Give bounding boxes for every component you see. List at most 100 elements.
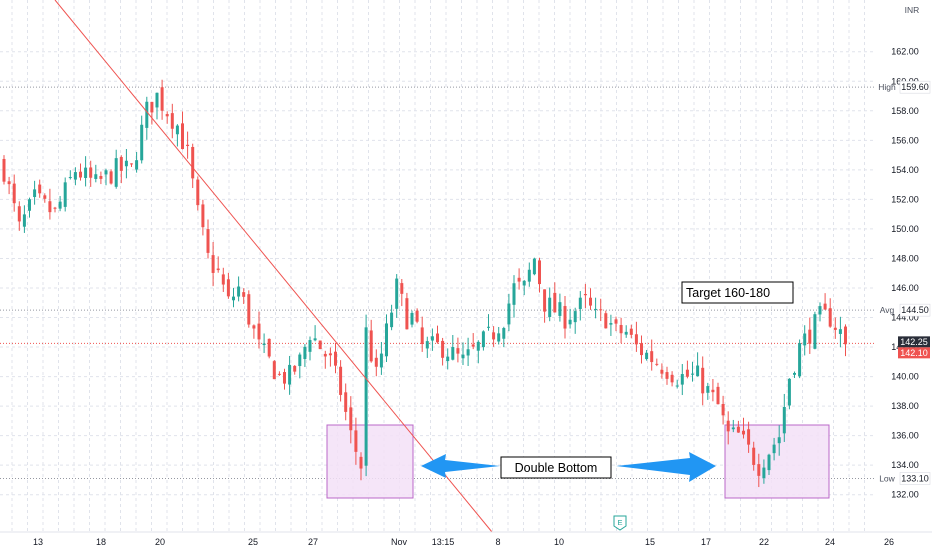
candle-body — [660, 369, 664, 374]
candle-body — [12, 183, 16, 204]
candle-body — [813, 314, 817, 349]
candle-body — [293, 365, 297, 372]
candle-body — [124, 160, 128, 167]
candle-body — [303, 346, 307, 360]
candle-body — [650, 351, 654, 363]
bottom-box-right — [724, 424, 830, 499]
marker-value-box — [899, 80, 931, 94]
candle-body — [191, 146, 195, 179]
candle-body — [742, 430, 745, 435]
current-price-badge — [898, 347, 930, 359]
candle-body — [94, 174, 98, 179]
candle-body — [379, 353, 383, 368]
candle-body — [211, 255, 215, 273]
candle-body — [634, 334, 638, 345]
current-price-value: 142.25 — [900, 337, 928, 347]
candle-body — [532, 258, 536, 275]
candle-body — [369, 330, 373, 362]
candle-body — [288, 364, 292, 385]
marker-value: 159.60 — [901, 82, 929, 92]
candle-body — [446, 356, 450, 362]
candle-body — [619, 324, 623, 334]
marker-label: High — [878, 82, 896, 92]
candle-body — [599, 309, 603, 311]
candle-body — [170, 113, 174, 129]
candle-body — [589, 297, 592, 306]
candle-body — [58, 201, 62, 209]
candle-body — [175, 125, 179, 135]
candle-body — [548, 297, 552, 317]
candle-body — [119, 157, 123, 171]
candle-body — [155, 92, 159, 108]
candle-body — [63, 182, 67, 207]
x-tick-label: 13:15 — [432, 537, 455, 547]
candle-body — [267, 338, 271, 357]
candle-body — [767, 454, 771, 471]
x-tick-label: 13 — [33, 537, 43, 547]
y-tick-label: 162.00 — [891, 47, 919, 57]
candle-body — [206, 229, 210, 253]
candle-body — [655, 363, 659, 365]
x-tick-label: 18 — [96, 537, 106, 547]
grid — [0, 0, 876, 532]
candle-body — [487, 326, 490, 328]
downtrend-line — [54, 0, 493, 533]
double-bottom-label: Double Bottom — [500, 456, 612, 479]
candle-body — [89, 167, 93, 178]
candle-body — [563, 306, 567, 329]
candle-body — [721, 404, 725, 416]
candle-body — [420, 327, 424, 345]
candle-body — [28, 199, 31, 211]
arrow-right — [616, 452, 716, 482]
candle-body — [481, 331, 485, 348]
candle-body — [731, 427, 735, 430]
earnings-icon-letter: E — [617, 518, 622, 527]
candle-body — [818, 306, 822, 315]
candle-body — [349, 407, 353, 431]
candle-body — [757, 464, 761, 476]
candle-body — [573, 311, 577, 323]
candle-body — [798, 343, 802, 377]
candle-body — [165, 114, 169, 117]
candle-body — [252, 325, 256, 329]
double-bottom-text: Double Bottom — [515, 461, 598, 475]
candle-body — [711, 389, 715, 393]
candle-body — [787, 378, 791, 406]
candle-body — [395, 278, 399, 309]
y-tick-label: 138.00 — [891, 401, 919, 411]
candle-body — [73, 172, 77, 180]
candle-body — [522, 280, 526, 286]
x-tick-label: 8 — [495, 537, 500, 547]
candle-body — [359, 456, 363, 469]
candle-body — [385, 323, 388, 357]
candle-body — [624, 331, 628, 335]
candle-body — [7, 181, 11, 185]
candle-body — [334, 351, 337, 366]
candle-body — [38, 184, 42, 194]
candle-body — [364, 327, 368, 466]
candle-body — [344, 392, 348, 412]
arrows — [421, 452, 716, 482]
candle-body — [736, 426, 740, 433]
candle-body — [553, 292, 557, 313]
candle-body — [527, 269, 531, 282]
candle-body — [461, 354, 465, 359]
candle-body — [323, 353, 327, 357]
x-tick-label: Nov — [391, 537, 408, 547]
candle-body — [104, 170, 108, 175]
candle-body — [568, 319, 572, 325]
y-tick-label: 152.00 — [891, 194, 919, 204]
candle-body — [538, 260, 541, 285]
time-axis: 13 18 20 25 27 Nov 13:15 8 10 15 17 22 24 26 — [0, 531, 932, 547]
candle-body — [640, 343, 643, 356]
candle-body — [823, 303, 827, 310]
candle-body — [675, 385, 679, 387]
candle-body — [99, 175, 103, 179]
candle-body — [578, 297, 582, 309]
candle-body — [609, 323, 613, 325]
candle-body — [232, 296, 235, 301]
candle-body — [405, 298, 409, 330]
candle-body — [298, 354, 302, 367]
candle-body — [22, 214, 26, 227]
candle-body — [706, 386, 710, 393]
